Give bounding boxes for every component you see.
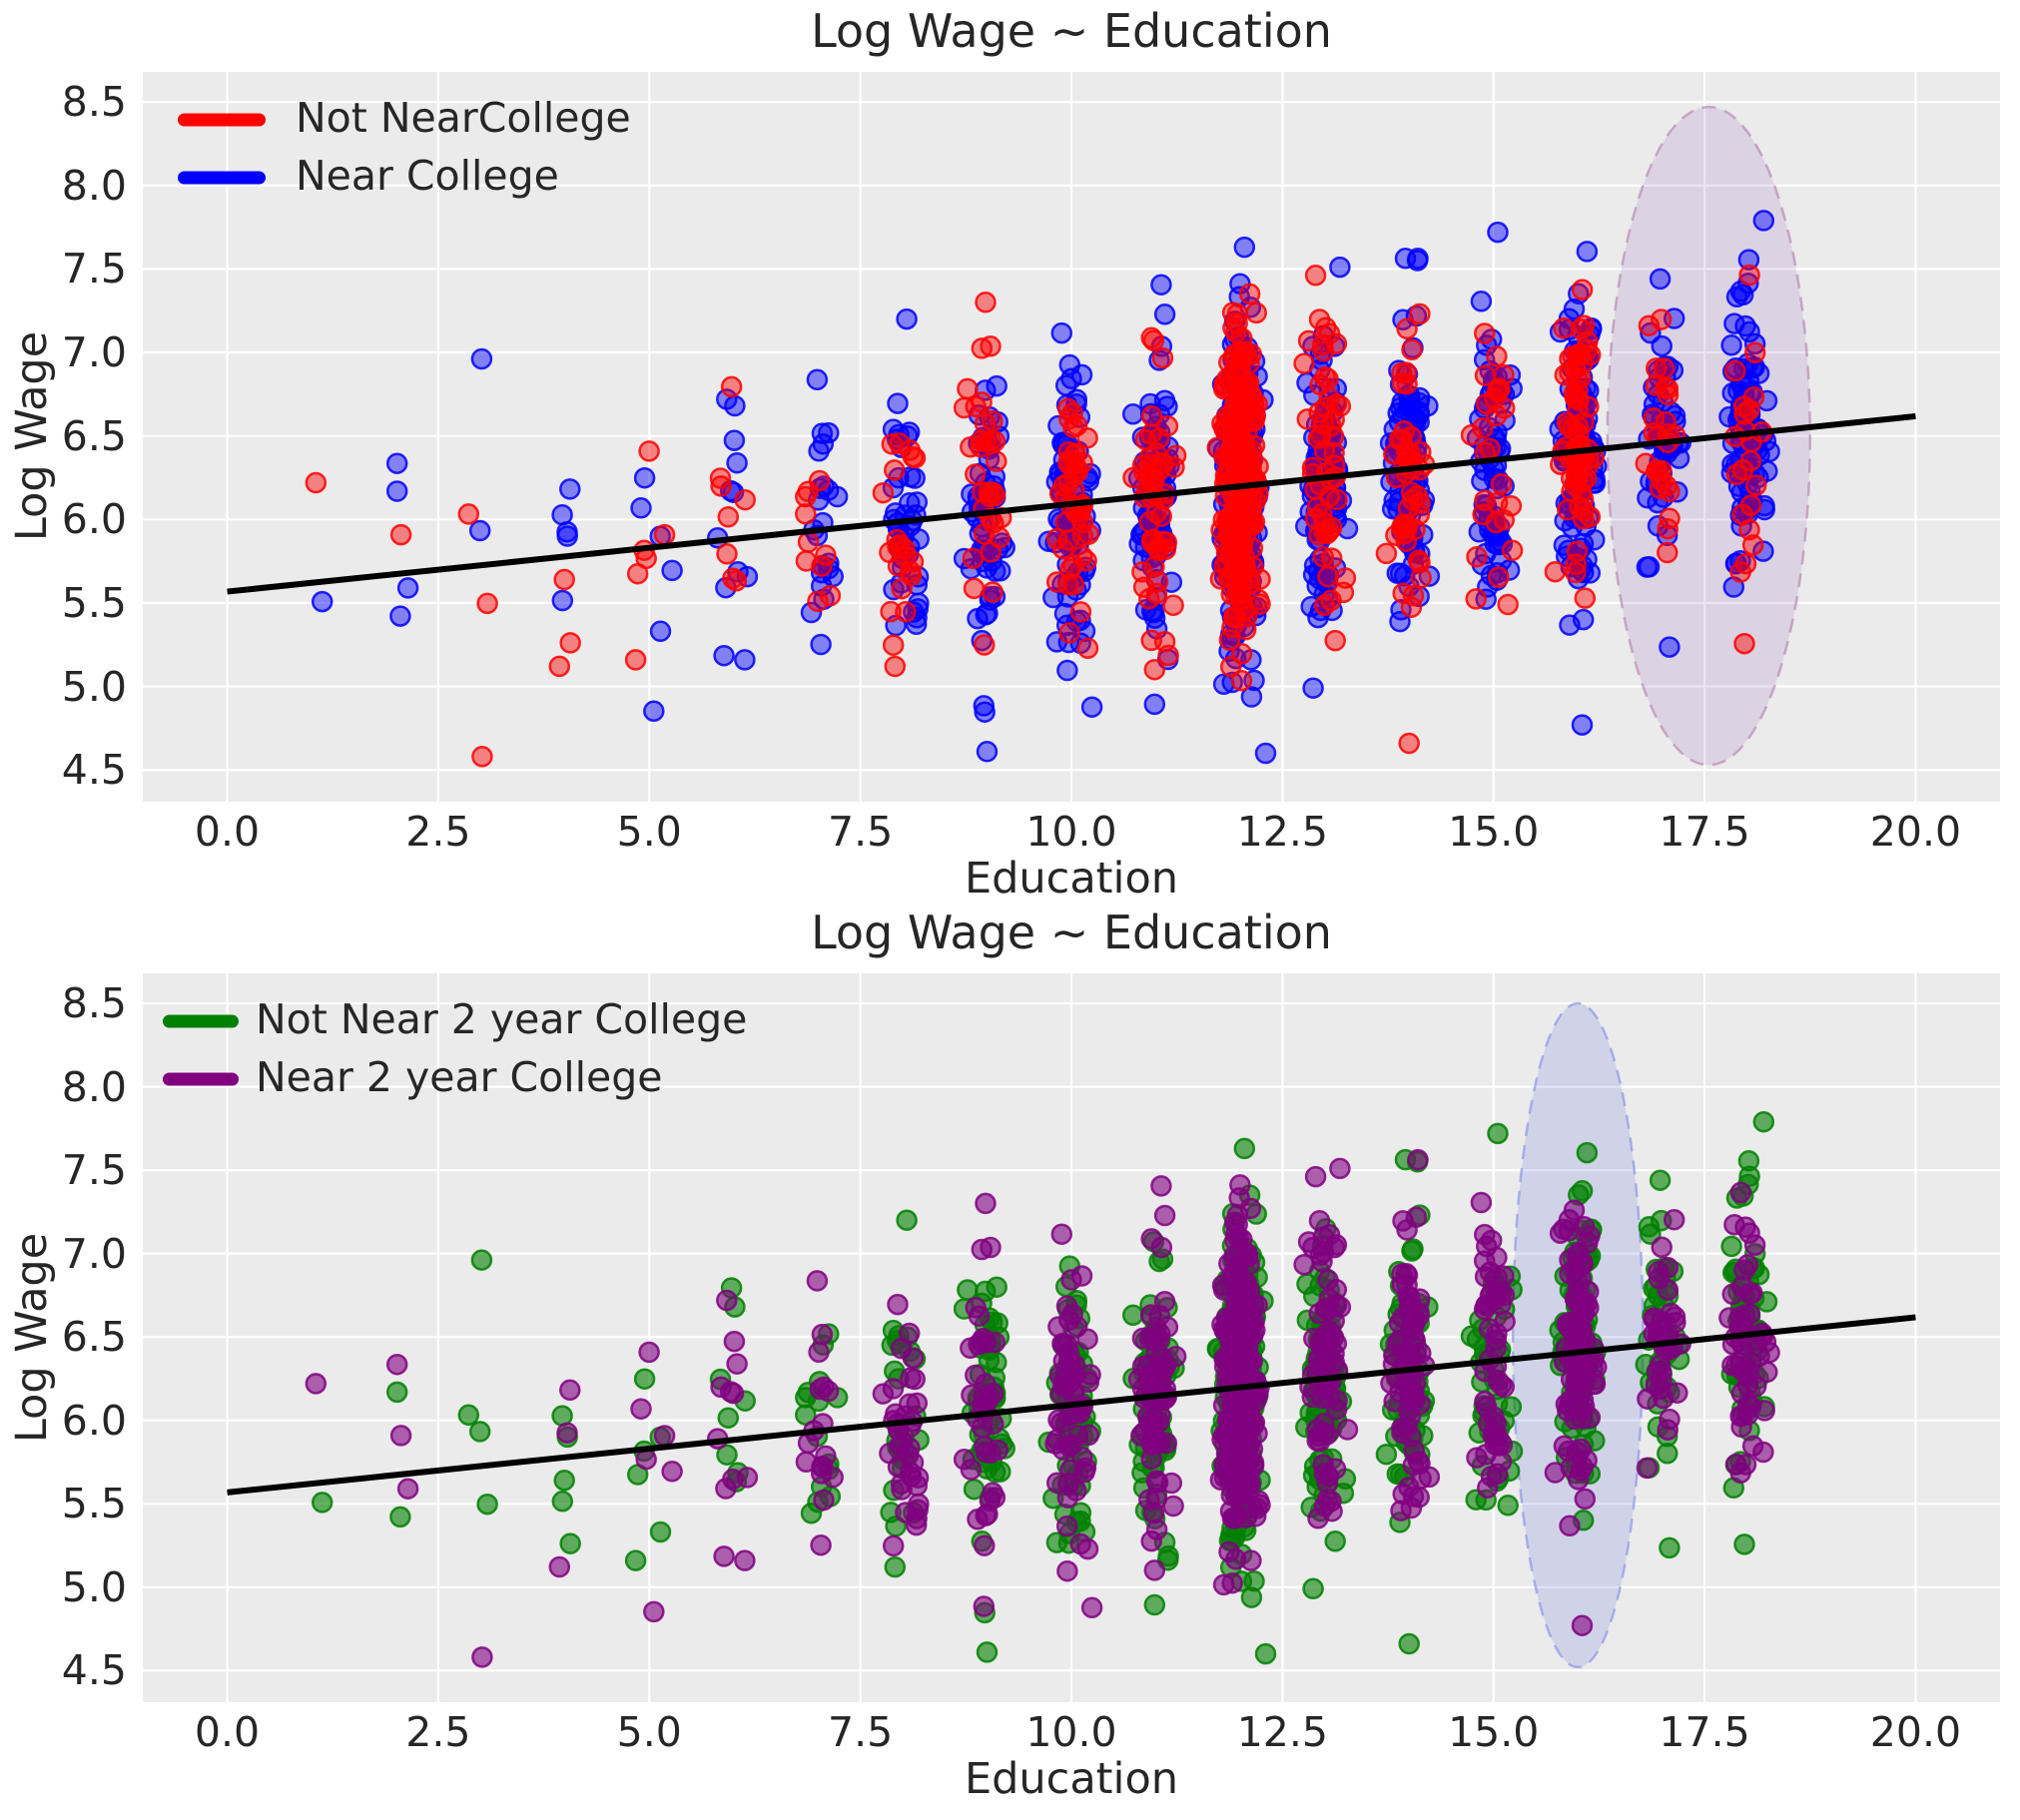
scatter-plot-top xyxy=(143,72,2000,802)
x-tick-label-top: 7.5 xyxy=(828,808,894,856)
regression-line-top xyxy=(227,412,1916,595)
y-tick-label-top: 6.5 xyxy=(61,411,127,460)
legend-chip-not-near-2yr xyxy=(163,1014,239,1028)
y-axis-label-top: Log Wage xyxy=(7,330,57,542)
plot-title-top: Log Wage ~ Education xyxy=(811,4,1332,58)
y-tick-label-bottom: 6.5 xyxy=(61,1313,127,1362)
y-tick-label-bottom: 8.0 xyxy=(61,1062,127,1111)
y-tick-label-bottom: 8.5 xyxy=(61,979,127,1028)
y-tick-label-bottom: 6.0 xyxy=(61,1396,127,1445)
y-axis-label-bottom: Log Wage xyxy=(7,1232,57,1444)
legend-chip-not-near-college xyxy=(178,113,266,127)
y-tick-label-top: 4.5 xyxy=(61,746,127,795)
y-tick-label-bottom: 5.0 xyxy=(61,1562,127,1611)
legend-label-not-near-college: Not NearCollege xyxy=(296,94,631,143)
x-tick-label-top: 17.5 xyxy=(1659,808,1750,856)
x-tick-label-bottom: 17.5 xyxy=(1659,1708,1750,1756)
legend-label-not-near-2yr: Not Near 2 year College xyxy=(256,995,748,1044)
legend-label-near-college: Near College xyxy=(296,152,559,201)
x-tick-label-bottom: 20.0 xyxy=(1869,1708,1962,1756)
x-tick-label-top: 12.5 xyxy=(1236,808,1329,856)
y-tick-label-top: 7.5 xyxy=(61,245,127,294)
x-axis-label-bottom: Education xyxy=(964,1754,1179,1804)
y-tick-label-bottom: 7.5 xyxy=(61,1146,127,1195)
x-tick-label-bottom: 7.5 xyxy=(828,1708,894,1756)
y-tick-label-top: 6.0 xyxy=(61,495,127,544)
x-tick-label-top: 0.0 xyxy=(194,808,261,856)
y-tick-label-top: 5.5 xyxy=(61,578,127,627)
x-tick-label-top: 10.0 xyxy=(1025,808,1117,856)
x-axis-label-top: Education xyxy=(964,854,1179,904)
legend-chip-near-college xyxy=(178,171,266,185)
x-tick-label-top: 20.0 xyxy=(1869,808,1962,856)
x-tick-label-bottom: 12.5 xyxy=(1236,1708,1329,1756)
y-tick-label-top: 8.0 xyxy=(61,161,127,210)
y-tick-label-top: 7.0 xyxy=(61,328,127,377)
x-tick-label-top: 15.0 xyxy=(1448,808,1540,856)
x-tick-label-bottom: 2.5 xyxy=(405,1708,471,1756)
y-tick-label-top: 5.0 xyxy=(61,662,127,711)
plot-title-bottom: Log Wage ~ Education xyxy=(811,906,1332,959)
y-tick-label-bottom: 4.5 xyxy=(61,1646,127,1695)
x-tick-label-bottom: 15.0 xyxy=(1448,1708,1540,1756)
y-tick-label-bottom: 5.5 xyxy=(61,1480,127,1528)
x-tick-label-bottom: 5.0 xyxy=(616,1708,682,1756)
legend-label-near-2yr: Near 2 year College xyxy=(256,1053,663,1102)
y-tick-label-bottom: 7.0 xyxy=(61,1229,127,1278)
legend-chip-near-2yr xyxy=(163,1072,239,1086)
scatter-plot-bottom xyxy=(143,973,2000,1702)
regression-line-bottom xyxy=(227,1314,1916,1496)
x-tick-label-bottom: 0.0 xyxy=(194,1708,261,1756)
y-tick-label-top: 8.5 xyxy=(61,78,127,127)
x-tick-label-top: 2.5 xyxy=(405,808,471,856)
x-tick-label-bottom: 10.0 xyxy=(1025,1708,1117,1756)
x-tick-label-top: 5.0 xyxy=(616,808,682,856)
